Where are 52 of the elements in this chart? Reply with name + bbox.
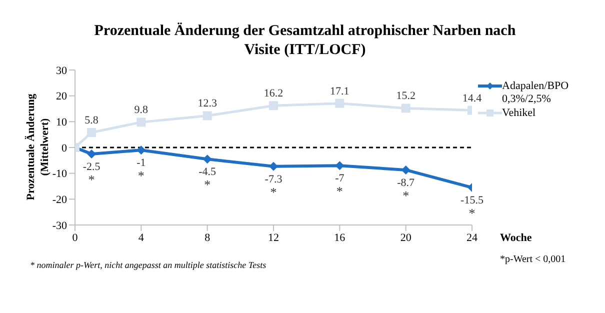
text: *p-Wert < 0,001 — [500, 254, 566, 265]
x-tick-label: 16 — [334, 232, 346, 244]
data-label: -1 — [136, 157, 146, 170]
annotation: * — [336, 184, 343, 199]
annotation: * — [270, 184, 277, 200]
annotation: * — [204, 177, 211, 192]
data-label: 9.8 — [134, 104, 149, 116]
data-label: 15.2 — [396, 90, 416, 102]
y-tick-label: 10 — [56, 116, 68, 129]
data-label: 17.1 — [330, 85, 350, 98]
chart-title: Prozentuale Änderung der Gesamtzahl atrophischer Narben nach Visite (ITT/LOCF) — [93, 22, 517, 60]
x-tick-label: 0 — [72, 232, 78, 244]
point — [87, 128, 96, 138]
data-label: -7.3 — [264, 173, 283, 186]
point — [202, 111, 212, 120]
y-tick-label: 20 — [56, 90, 68, 103]
data-label: 5.8 — [84, 114, 99, 127]
point — [401, 165, 410, 174]
y-axis-title: Prozentuale Änderung (Mittelwert) — [25, 94, 51, 200]
x-tick-label: 8 — [204, 232, 211, 244]
x-tick-label: 4 — [138, 232, 144, 244]
point — [136, 118, 146, 127]
legend-label: Vehikel — [502, 107, 537, 120]
point — [136, 146, 146, 155]
y-tick-label: -10 — [52, 168, 68, 180]
annotation: * — [402, 188, 410, 203]
data-label: -7 — [335, 172, 345, 185]
data-label: 16.2 — [264, 88, 284, 100]
annotation: * — [88, 172, 95, 187]
point — [335, 98, 344, 108]
data-label: -15.5 — [460, 194, 484, 207]
y-tick-label: -20 — [52, 194, 68, 206]
text: * nominaler p-Wert, nicht angepasst an multiple statistische Tests — [30, 260, 266, 270]
point — [202, 154, 212, 164]
data-label: 12.3 — [198, 98, 218, 110]
point — [269, 101, 278, 110]
data-label: -2.5 — [82, 160, 101, 173]
data-label: 14.4 — [462, 92, 482, 104]
annotation: * — [468, 206, 476, 221]
point — [269, 162, 278, 171]
x-tick-label: 12 — [268, 232, 279, 244]
legend-label: Adapalen/BPO 0,3%/2,5% — [502, 80, 570, 106]
annotation: * — [138, 168, 144, 184]
x-tick-label: 24 — [466, 232, 478, 244]
y-tick-label: 0 — [62, 142, 68, 154]
y-tick-label: -30 — [52, 220, 68, 232]
x-axis-title: Woche — [500, 232, 532, 244]
x-tick-label: 20 — [400, 232, 412, 244]
data-label: -8.7 — [397, 176, 416, 189]
point — [401, 104, 410, 113]
data-label: -4.5 — [198, 166, 217, 178]
y-tick-label: 30 — [56, 64, 68, 77]
